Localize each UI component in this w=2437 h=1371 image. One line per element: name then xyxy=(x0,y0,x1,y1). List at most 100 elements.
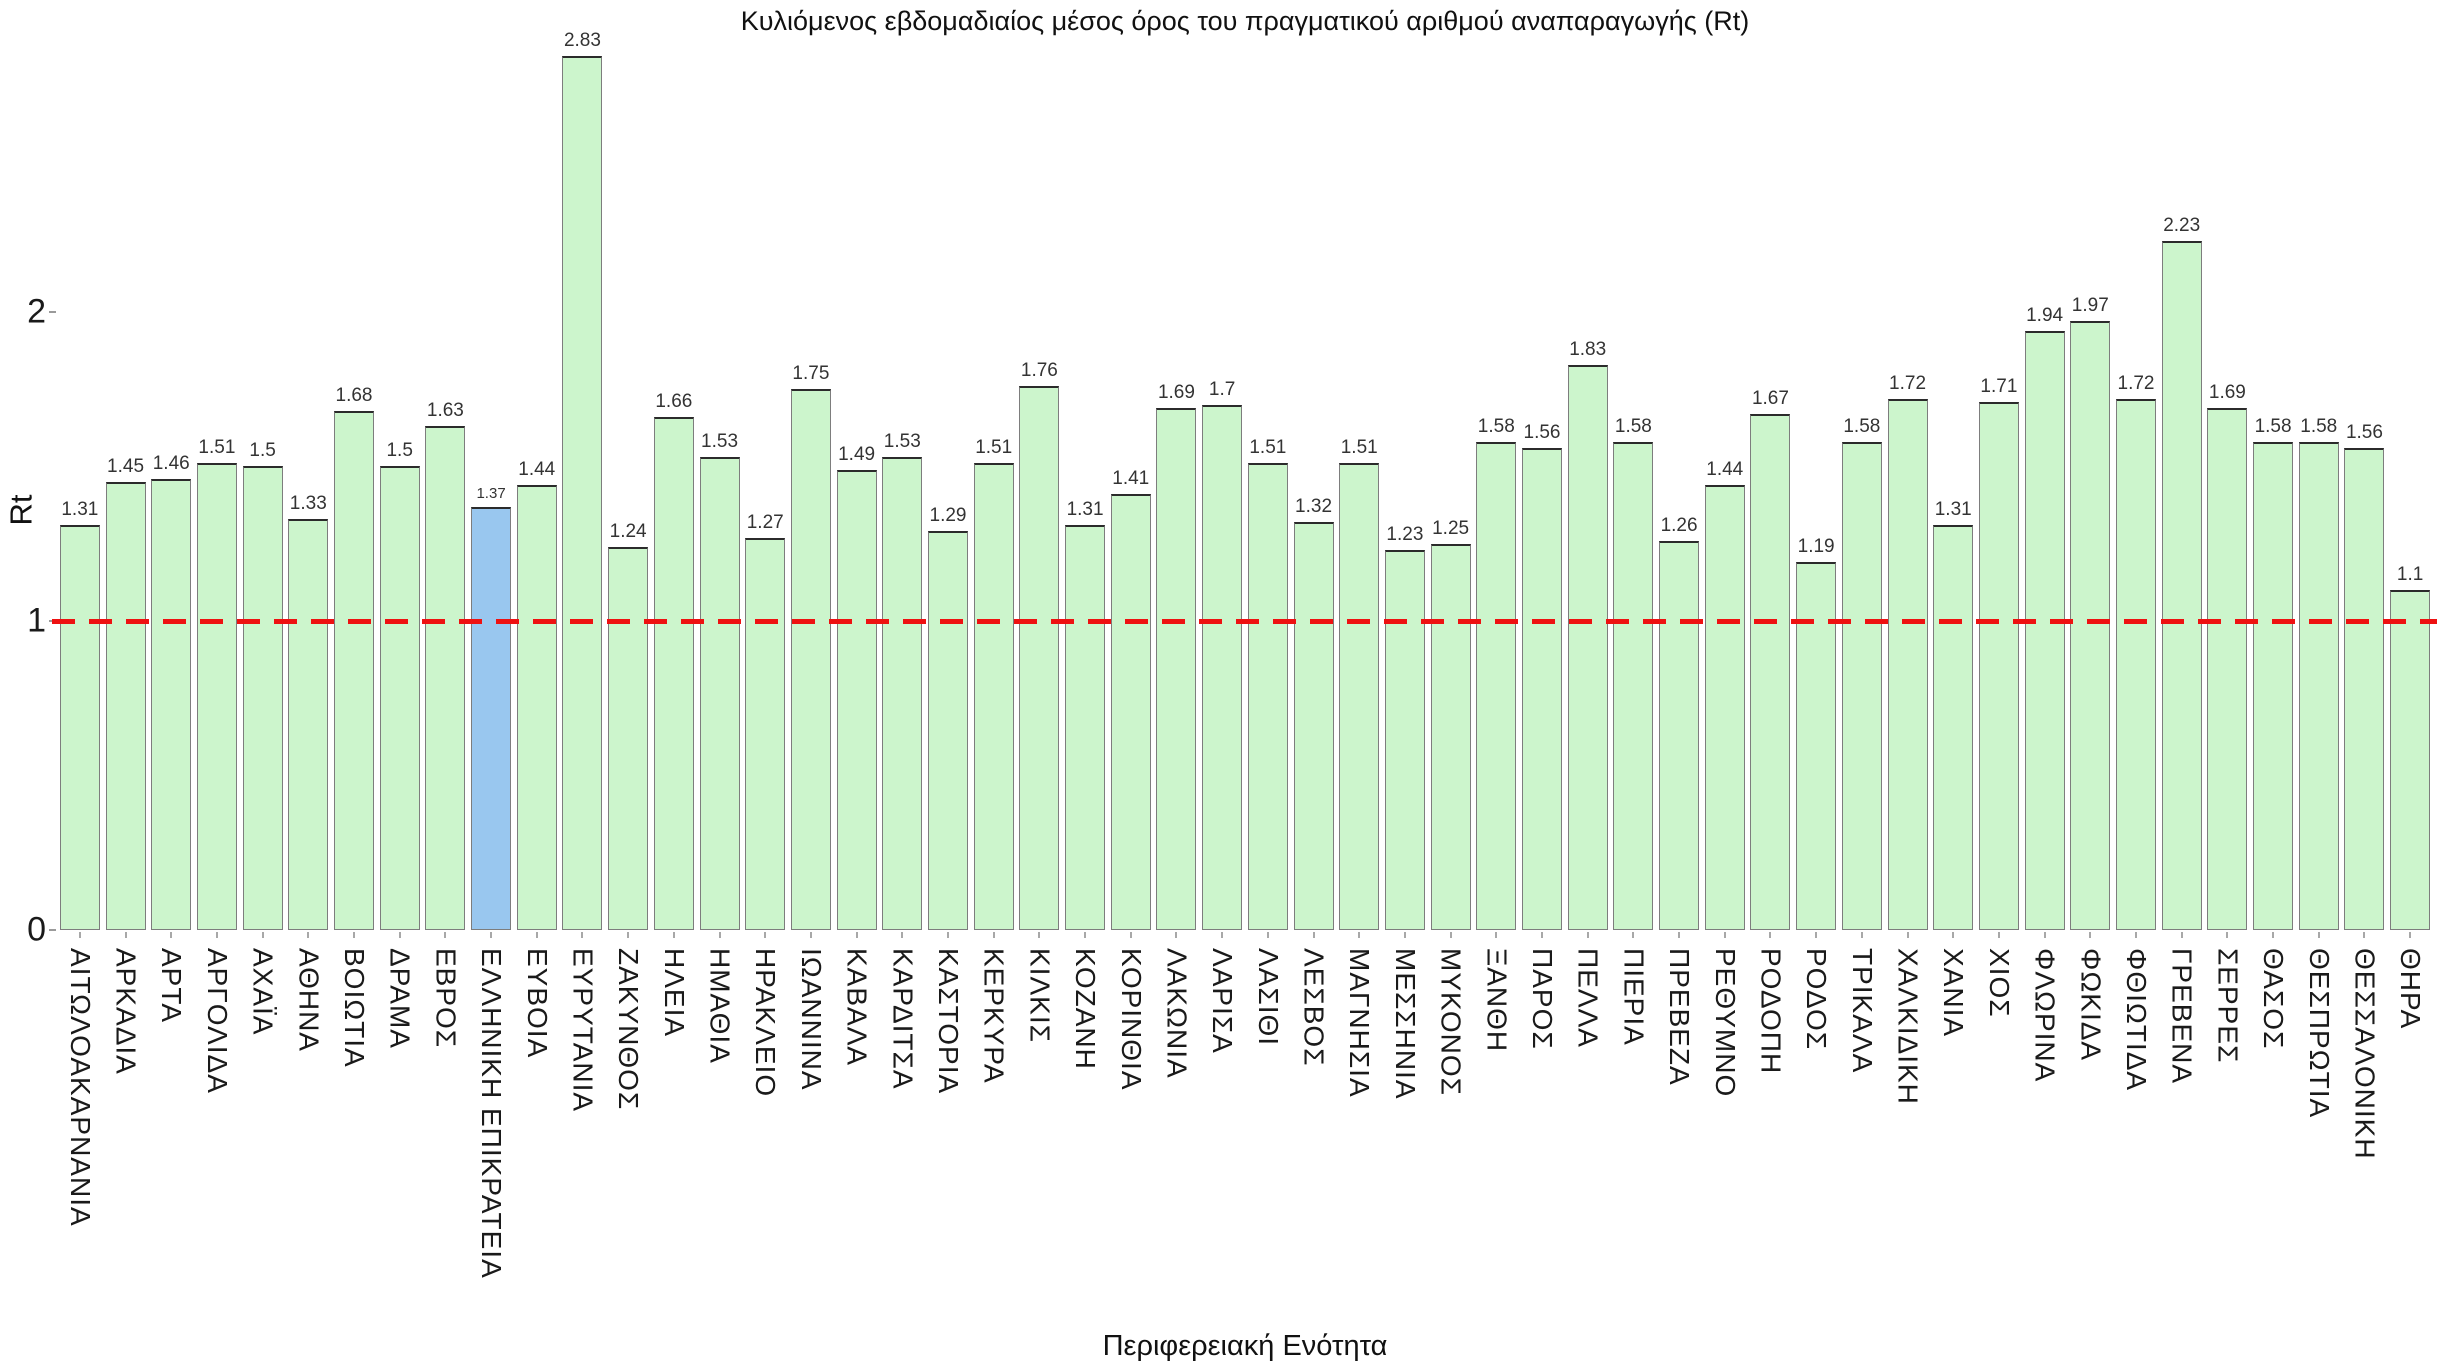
bar-value-label: 1.51 xyxy=(1249,437,1287,458)
x-category-label: ΕΥΒΟΙΑ xyxy=(521,948,553,1059)
bar xyxy=(2299,442,2339,930)
bar xyxy=(654,417,694,930)
x-category-label: ΑΡΓΟΛΙΔΑ xyxy=(201,948,233,1094)
x-tick-mark xyxy=(1723,932,1726,938)
x-tick-mark xyxy=(1129,932,1132,938)
x-category-label: ΗΛΕΙΑ xyxy=(658,948,690,1038)
x-category-label: ΑΙΤΩΛΟΑΚΑΡΝΑΝΙΑ xyxy=(64,948,96,1227)
x-category-label: ΕΥΡΥΤΑΝΙΑ xyxy=(567,948,599,1113)
bar-value-label: 1.29 xyxy=(929,505,967,526)
x-category-label: ΦΘΙΩΤΙΔΑ xyxy=(2121,948,2152,1092)
x-category-label: ΖΑΚΥΝΘΟΣ xyxy=(613,948,645,1111)
x-tick-mark xyxy=(992,932,995,938)
bar-value-label: 1.45 xyxy=(107,456,145,477)
x-tick-mark xyxy=(672,932,675,938)
x-tick-mark xyxy=(764,932,767,938)
bar xyxy=(1659,541,1699,930)
bar-value-label: 1.44 xyxy=(1706,459,1744,480)
x-tick-mark xyxy=(901,932,904,938)
x-category-label: ΛΑΡΙΣΑ xyxy=(1207,948,1239,1054)
bar xyxy=(1294,522,1334,930)
bar xyxy=(974,463,1014,930)
x-category-label: ΘΕΣΠΡΩΤΙΑ xyxy=(2303,948,2335,1119)
x-tick-mark xyxy=(1449,932,1452,938)
y-tick-mark xyxy=(49,929,56,931)
bar-value-label: 1.53 xyxy=(701,431,739,452)
bar-value-label: 1.32 xyxy=(1295,496,1333,517)
x-category-label: ΛΑΣΙΘΙ xyxy=(1252,948,1284,1047)
bar-value-label: 1.5 xyxy=(386,440,413,461)
x-tick-mark xyxy=(1312,932,1315,938)
x-category-label: ΤΡΙΚΑΛΑ xyxy=(1846,948,1878,1074)
x-tick-mark xyxy=(947,932,949,938)
bar-value-label: 2.83 xyxy=(563,30,601,51)
bar xyxy=(151,479,191,930)
bar-value-label: 1.66 xyxy=(655,391,693,412)
y-tick-label: 2 xyxy=(27,292,46,331)
bar-value-label: 1.49 xyxy=(838,444,876,465)
bar-value-label: 1.23 xyxy=(1386,524,1424,545)
bar xyxy=(928,531,968,930)
x-category-label: ΜΕΣΣΗΝΙΑ xyxy=(1389,948,1421,1100)
x-category-label: ΜΑΓΝΗΣΙΑ xyxy=(1344,948,1376,1098)
bar xyxy=(1933,525,1973,930)
x-category-label: ΚΟΡΙΝΘΙΑ xyxy=(1115,948,1147,1091)
x-category-label: ΠΑΡΟΣ xyxy=(1527,948,1558,1050)
bar xyxy=(2390,590,2430,930)
bar xyxy=(288,519,328,930)
x-category-label: ΚΕΡΚΥΡΑ xyxy=(978,948,1010,1084)
x-tick-mark xyxy=(1495,932,1498,938)
x-tick-mark xyxy=(353,932,355,938)
bar xyxy=(2070,321,2110,930)
x-category-label: ΑΧΑΪΑ xyxy=(247,948,279,1036)
x-tick-mark xyxy=(124,932,127,938)
x-tick-mark xyxy=(1632,932,1635,938)
x-tick-mark xyxy=(1175,932,1178,938)
bar xyxy=(106,482,146,930)
bar xyxy=(1019,386,1059,930)
x-tick-mark xyxy=(215,932,218,938)
bar-value-label: 1.58 xyxy=(2254,416,2292,437)
bar-value-label: 1.26 xyxy=(1660,515,1698,536)
x-category-label: ΧΑΝΙΑ xyxy=(1938,948,1970,1038)
bar xyxy=(1339,463,1379,930)
x-category-label: ΒΟΙΩΤΙΑ xyxy=(339,948,370,1068)
bar-value-label: 1.56 xyxy=(2345,422,2383,443)
bar-value-label: 2.23 xyxy=(2163,215,2201,236)
bar xyxy=(1979,402,2019,930)
bar-value-label: 1.94 xyxy=(2026,305,2064,326)
x-tick-mark xyxy=(1084,932,1087,938)
x-category-label: ΓΡΕΒΕΝΑ xyxy=(2166,948,2198,1085)
bar-value-label: 1.41 xyxy=(1112,468,1150,489)
x-category-label: ΡΕΘΥΜΝΟ xyxy=(1709,948,1741,1098)
x-category-label: ΠΡΕΒΕΖΑ xyxy=(1664,948,1696,1086)
bar xyxy=(1385,550,1425,930)
bar-value-label: 1.72 xyxy=(2117,373,2155,394)
bar-value-label: 1.1 xyxy=(2396,564,2424,585)
x-tick-mark xyxy=(2363,932,2366,938)
x-tick-mark xyxy=(2135,932,2137,938)
bar-value-label: 1.51 xyxy=(975,437,1013,458)
y-tick-mark xyxy=(49,311,56,313)
x-category-label: ΧΙΟΣ xyxy=(1983,948,2015,1018)
x-category-label: ΚΟΖΑΝΗ xyxy=(1070,948,1102,1070)
x-tick-mark xyxy=(1769,932,1772,938)
x-tick-mark xyxy=(1586,932,1589,938)
bar xyxy=(1750,414,1790,930)
bar-highlight xyxy=(471,507,511,930)
x-category-label: ΑΘΗΝΑ xyxy=(293,948,325,1052)
x-tick-mark xyxy=(1221,932,1224,938)
x-tick-mark xyxy=(1541,932,1543,938)
bar-value-label: 1.68 xyxy=(335,385,373,406)
bar xyxy=(562,56,602,930)
bar xyxy=(1568,365,1608,930)
x-category-label: ΚΑΡΔΙΤΣΑ xyxy=(887,948,919,1090)
bar xyxy=(1156,408,1196,930)
bar xyxy=(2253,442,2293,930)
bar-value-label: 1.63 xyxy=(426,400,464,421)
bar-value-label: 1.24 xyxy=(609,521,647,542)
bar xyxy=(1705,485,1745,930)
x-tick-mark xyxy=(307,932,310,938)
bar-value-label: 1.69 xyxy=(2208,382,2246,403)
x-tick-mark xyxy=(2226,932,2229,938)
